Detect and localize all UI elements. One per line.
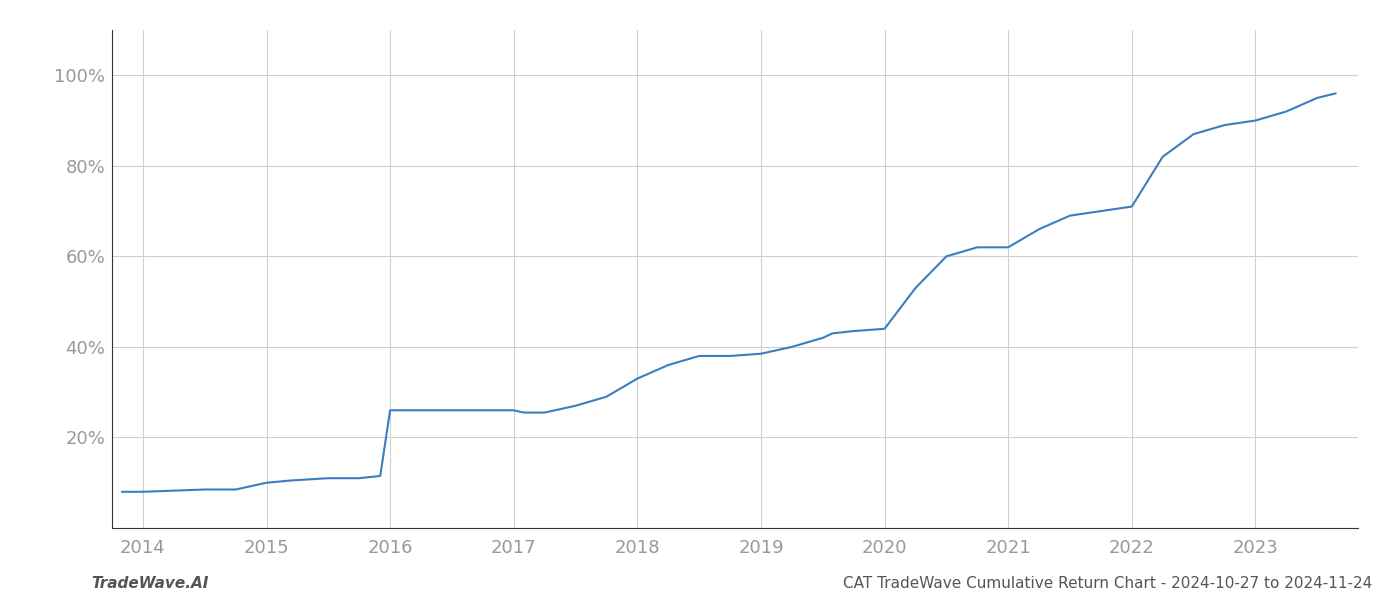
- Text: CAT TradeWave Cumulative Return Chart - 2024-10-27 to 2024-11-24: CAT TradeWave Cumulative Return Chart - …: [843, 576, 1372, 591]
- Text: TradeWave.AI: TradeWave.AI: [91, 576, 209, 591]
